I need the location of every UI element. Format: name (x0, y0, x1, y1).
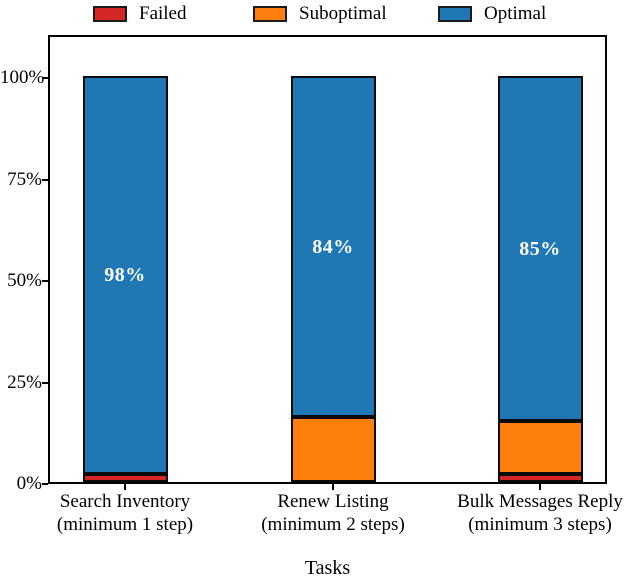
legend-label: Optimal (484, 3, 547, 24)
x-tick-label-line2: (minimum 3 steps) (468, 514, 612, 535)
x-tick-label-line1: Bulk Messages Reply (457, 491, 623, 512)
y-tick-label: 100% (0, 67, 45, 88)
x-tick-mark (124, 484, 126, 490)
x-tick-label-line2: (minimum 1 step) (56, 514, 194, 535)
x-tick-label-line1: Search Inventory (59, 491, 191, 512)
bar-segment-failed (497, 473, 583, 482)
bar-segment-suboptimal (497, 421, 583, 474)
y-tick-mark (42, 77, 48, 79)
bar-segment-optimal (290, 76, 376, 418)
bar-segment-optimal (497, 76, 583, 422)
x-tick-label: Bulk Messages Reply (minimum 3 steps) (425, 490, 640, 536)
y-tick-mark (42, 280, 48, 282)
bar-value-label: 85% (519, 237, 561, 260)
legend-swatch-optimal (438, 6, 472, 22)
legend-swatch-failed (93, 6, 127, 22)
legend-label: Failed (139, 3, 187, 24)
bar-segment-failed (82, 473, 168, 482)
plot-area: 2%98%16%84%2%13%85% (48, 35, 607, 484)
y-tick-mark (42, 483, 48, 485)
x-tick-mark (539, 484, 541, 490)
x-tick-label-line1: Renew Listing (277, 491, 389, 512)
y-tick-label: 0% (16, 473, 42, 494)
bar-value-label: 98% (104, 263, 146, 286)
y-tick-label: 50% (7, 270, 42, 291)
x-tick-label-line2: (minimum 2 steps) (261, 514, 405, 535)
y-tick-label: 25% (7, 371, 42, 393)
x-tick-label: Renew Listing (minimum 2 steps) (218, 490, 448, 536)
legend-label: Suboptimal (299, 3, 387, 24)
y-tick-label: 75% (7, 168, 42, 190)
legend-swatch-suboptimal (253, 6, 287, 22)
y-tick-mark (42, 178, 48, 181)
y-tick-mark (42, 381, 48, 384)
bar-segment-suboptimal (290, 417, 376, 482)
bar-segment-optimal (82, 76, 168, 474)
x-tick-label: Search Inventory (minimum 1 step) (10, 490, 240, 536)
x-tick-mark (332, 484, 334, 490)
chart-legend: Failed Suboptimal Optimal (0, 0, 640, 30)
x-axis-title: Tasks (304, 557, 351, 579)
bar-value-label: 84% (312, 235, 354, 258)
